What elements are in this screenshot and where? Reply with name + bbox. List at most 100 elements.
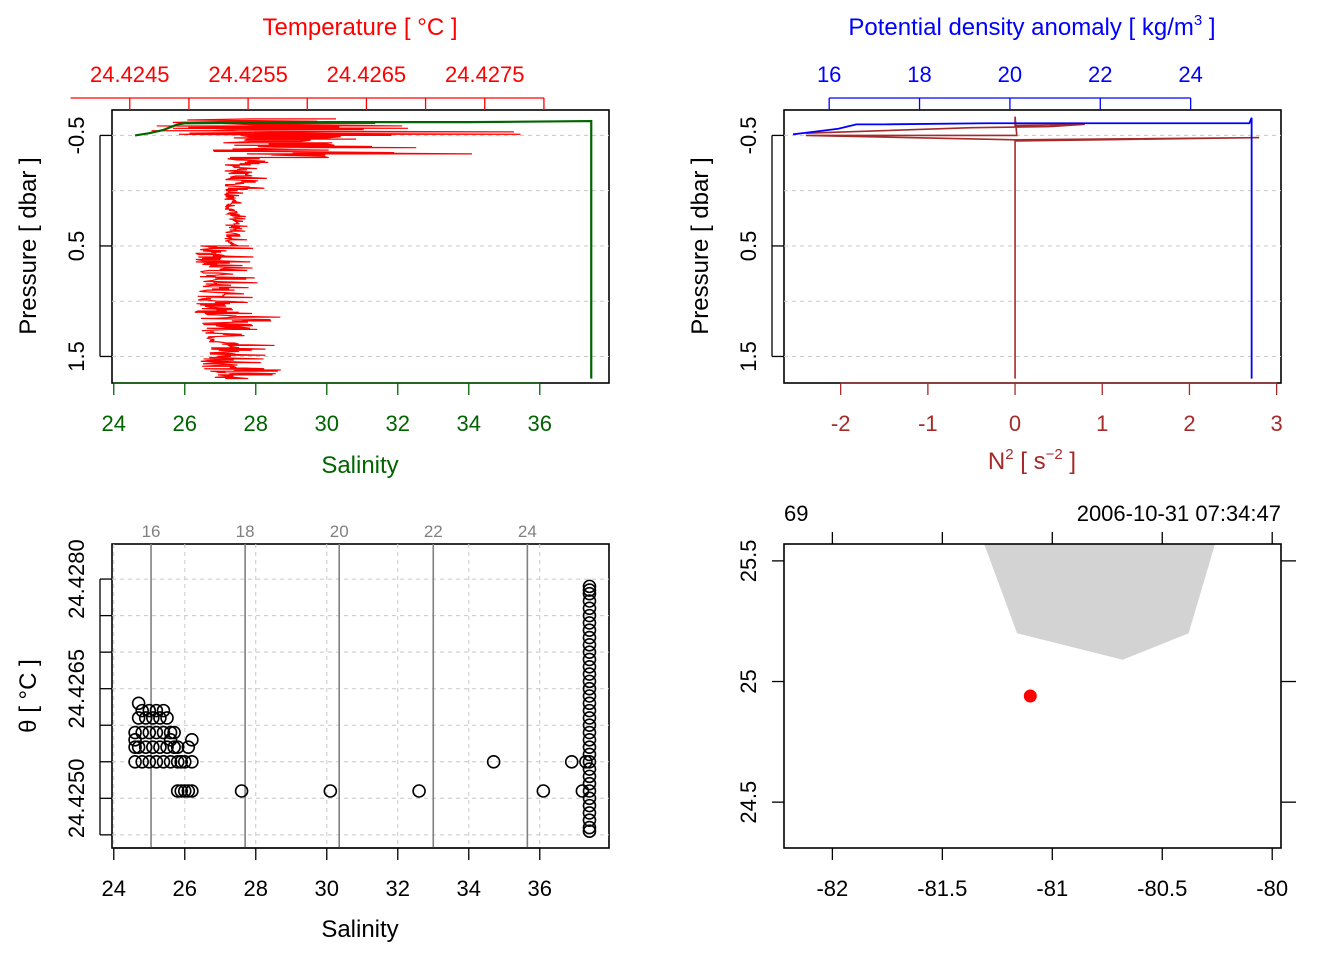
panel1-gridlines: [112, 134, 609, 357]
panel3-plot-frame: [111, 543, 610, 849]
salinity-tick-label: 32: [386, 411, 410, 436]
ts-point: [185, 754, 199, 769]
pressure-tick-label: 0.5: [64, 231, 89, 262]
ts-point: [582, 711, 597, 725]
ts-point: [149, 725, 164, 740]
density-title-main: Potential density anomaly [ kg/m: [848, 14, 1194, 41]
isopycnal-lines: 16 18 20 22 24: [142, 522, 537, 848]
salinity-tick-label: 24: [102, 876, 126, 901]
salinity-profile-line: [134, 119, 593, 379]
ts-point: [167, 725, 181, 740]
density-profile-line: [792, 117, 1253, 379]
ts-point: [149, 703, 164, 718]
panel2-axes: 16 18 20 22 24 -2 -1 0 1 2 3 -0.5 0.5 1.5: [736, 62, 1283, 436]
ts-point: [138, 711, 153, 725]
n2-title-end: ]: [1063, 448, 1076, 475]
longitude-tick-label: -81: [1036, 876, 1068, 901]
temperature-tick-label: 24.4275: [445, 62, 525, 87]
panel4-plot-frame: [783, 543, 1282, 849]
latitude-tick-label: 25.5: [736, 539, 761, 582]
temperature-tick-label: 24.4255: [208, 62, 288, 87]
density-title-superscript: 3: [1194, 12, 1202, 29]
ts-point: [582, 733, 597, 747]
ts-point: [163, 754, 178, 769]
density-title-end: ]: [1202, 14, 1215, 41]
ts-point: [128, 740, 142, 754]
ts-point: [582, 762, 597, 776]
ts-point: [185, 733, 199, 747]
ts-point: [582, 689, 597, 703]
panel-density-n2-profile: 16 18 20 22 24 -2 -1 0 1 2 3 -0.5 0.5 1.5 Potential d…: [687, 12, 1283, 475]
land-polygon: [984, 544, 1216, 660]
n2-title-superscript: 2: [1005, 446, 1013, 463]
longitude-tick-label: -81.5: [917, 876, 967, 901]
ts-point: [582, 718, 597, 733]
ts-point: [582, 667, 597, 681]
ts-point: [582, 824, 597, 838]
latitude-tick-label: 25: [736, 669, 761, 693]
ts-point: [582, 784, 597, 798]
ts-point: [142, 725, 157, 740]
isopycnal-label: 20: [330, 522, 349, 541]
salinity-axis-title: Salinity: [321, 452, 398, 479]
ts-point: [582, 616, 597, 630]
longitude-tick-label: -80: [1256, 876, 1288, 901]
ts-point: [177, 784, 192, 798]
panel2-plot-frame: [783, 109, 1282, 384]
ts-point: [582, 659, 597, 674]
salinity-tick-label: 34: [457, 876, 481, 901]
ts-point: [170, 754, 185, 769]
n2-tick-label: -2: [831, 411, 851, 436]
ts-point: [582, 696, 597, 711]
panel3-axes: 24 26 28 30 32 34 36 24.4250 24.4265 24.4280: [64, 539, 552, 901]
ts-point: [181, 784, 196, 798]
n2-axis-title: N2 [ s−2 ]: [988, 446, 1076, 475]
salinity-tick-label: 26: [173, 876, 197, 901]
pressure-axis-title: Pressure [ dbar ]: [15, 157, 42, 334]
ts-point: [582, 586, 597, 601]
panel1-axes: 24.4245 24.4255 24.4265 24.4275 24 26 28 30 32 34…: [64, 62, 552, 436]
ts-point: [135, 725, 149, 740]
n2-tick-label: 3: [1271, 411, 1283, 436]
panel2-gridlines: [784, 134, 1281, 357]
salinity-tick-label: 36: [528, 876, 552, 901]
n2-tick-label: 2: [1183, 411, 1195, 436]
station-number: 69: [784, 501, 808, 526]
ts-point: [582, 623, 597, 638]
ts-point: [135, 754, 149, 769]
theta-tick-label: 24.4265: [64, 649, 89, 729]
ts-point: [575, 784, 590, 798]
theta-tick-label: 24.4280: [64, 539, 89, 619]
n2-tick-label: 1: [1096, 411, 1108, 436]
ts-point: [486, 754, 501, 769]
salinity-tick-label: 28: [244, 876, 268, 901]
ts-point: [582, 754, 597, 769]
density-tick-label: 16: [817, 62, 841, 87]
salinity-tick-label: 30: [315, 876, 339, 901]
ts-point: [536, 784, 551, 798]
ts-scatter-points: [128, 579, 597, 838]
ts-point: [412, 784, 426, 798]
ts-point: [146, 740, 160, 754]
pressure-tick-label: -0.5: [64, 116, 89, 154]
ts-point: [582, 579, 597, 594]
temperature-profile-line: [151, 118, 521, 380]
ts-point: [156, 754, 171, 769]
ts-point: [146, 711, 160, 725]
isopycnal-label: 24: [518, 522, 537, 541]
density-tick-label: 20: [998, 62, 1022, 87]
ts-point: [582, 638, 597, 652]
ts-point: [234, 784, 249, 798]
pressure-tick-label: 0.5: [736, 231, 761, 262]
ts-point: [582, 681, 597, 696]
ts-point: [582, 674, 597, 689]
ts-point: [582, 747, 597, 762]
ts-point: [582, 703, 597, 718]
ts-point: [582, 725, 597, 740]
pressure-tick-label: -0.5: [736, 116, 761, 154]
ts-point: [163, 733, 178, 747]
panel-station-map: -82 -81.5 -81 -80.5 -80 24.5 25 25.5 69 2006-10…: [736, 501, 1296, 901]
ts-point: [582, 776, 597, 791]
isopycnal-label: 22: [424, 522, 443, 541]
